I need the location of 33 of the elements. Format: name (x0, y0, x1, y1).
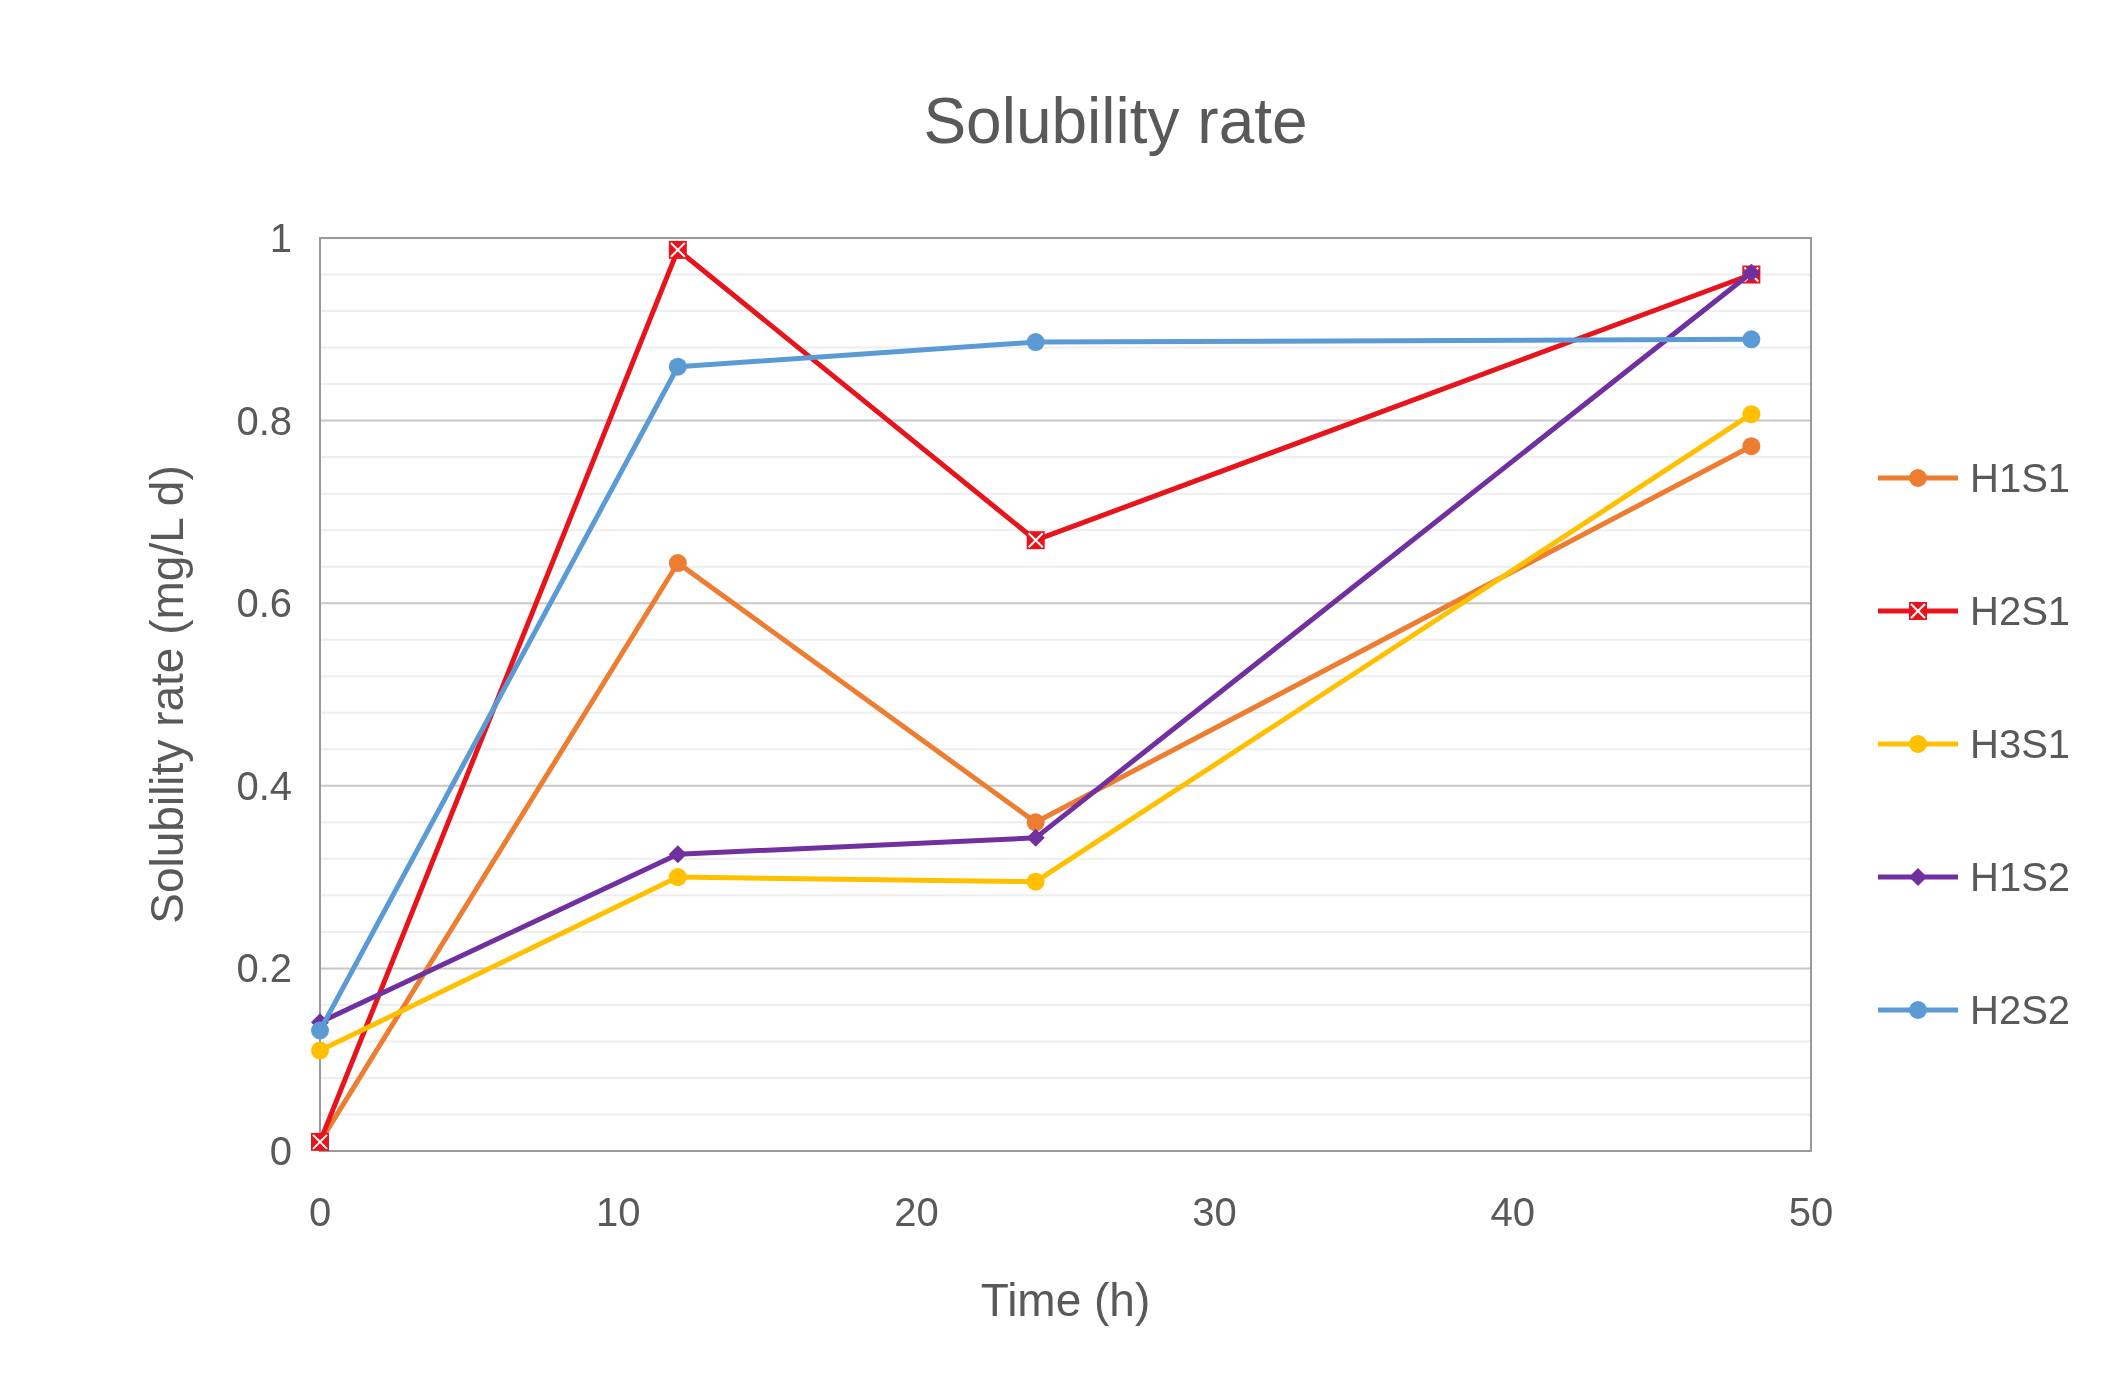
point (1026, 333, 1045, 352)
legend-label: H3S1 (1970, 722, 2071, 766)
legend-label: H1S2 (1970, 855, 2071, 899)
y-tick-label: 0.4 (236, 763, 292, 808)
point (668, 868, 687, 887)
x-tick-label: 0 (308, 1190, 332, 1234)
y-tick-label: 0 (269, 1129, 292, 1173)
point (1742, 405, 1761, 424)
point (1742, 330, 1761, 349)
x-tick-label: 50 (1788, 1190, 1834, 1234)
chart-title: Solubility rate (923, 85, 1308, 157)
point (311, 1021, 329, 1040)
point (668, 357, 687, 376)
x-tick-label: 30 (1192, 1190, 1237, 1234)
legend-label: H1S1 (1970, 456, 2071, 500)
point (668, 845, 687, 864)
y-axis-title: Solubility rate (mg/L d) (141, 465, 193, 924)
x-tick-label: 10 (595, 1190, 641, 1234)
legend-label: H2S2 (1970, 988, 2071, 1032)
y-tick-label: 0.2 (236, 946, 292, 991)
point (1026, 828, 1045, 847)
y-tick-label: 1 (269, 216, 292, 260)
point (311, 1041, 329, 1060)
x-tick-label: 20 (894, 1190, 939, 1234)
y-tick-label: 0.8 (236, 398, 292, 443)
y-tick-label: 0.6 (236, 581, 292, 626)
x-tick-label: 40 (1490, 1190, 1536, 1234)
legend-label: H2S1 (1970, 589, 2071, 633)
point (1742, 437, 1761, 456)
point (1026, 813, 1045, 832)
point (1026, 872, 1045, 891)
point (668, 554, 687, 573)
x-axis-title: Time (h) (980, 1274, 1151, 1326)
